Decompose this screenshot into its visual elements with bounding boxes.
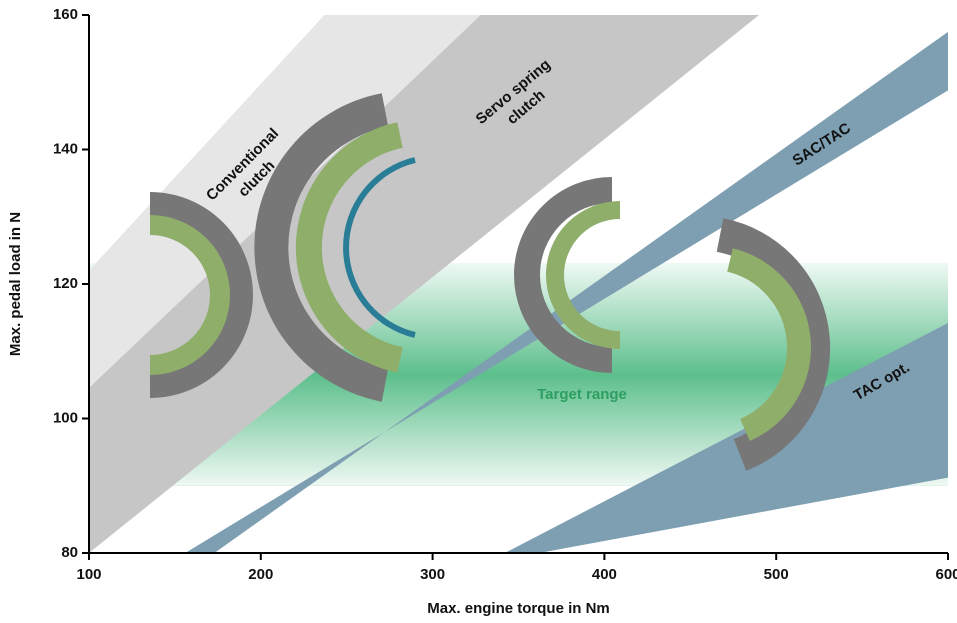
y-axis-title: Max. pedal load in N bbox=[7, 212, 24, 356]
clutch-illustration bbox=[254, 93, 416, 402]
clutch-illustration bbox=[149, 192, 253, 398]
y-tick-label: 140 bbox=[53, 140, 78, 157]
x-axis-title: Max. engine torque in Nm bbox=[427, 600, 610, 617]
x-tick-label: 100 bbox=[76, 566, 101, 583]
band bbox=[89, 15, 760, 553]
clutch-illustration bbox=[716, 218, 831, 471]
band bbox=[504, 323, 948, 553]
y-tick-label: 160 bbox=[53, 6, 78, 23]
x-tick-label: 400 bbox=[592, 566, 617, 583]
y-tick-label: 120 bbox=[53, 275, 78, 292]
axes: 100 200 300 400 500 600 80 100 120 140 160 Max. eng… bbox=[7, 6, 957, 617]
clutch-illustrations bbox=[149, 93, 831, 471]
x-tick-label: 300 bbox=[420, 566, 445, 583]
x-tick-label: 500 bbox=[764, 566, 789, 583]
x-tick-label: 600 bbox=[935, 566, 957, 583]
band-label: Target range bbox=[537, 386, 627, 403]
y-tick-label: 80 bbox=[61, 544, 78, 561]
y-tick-label: 100 bbox=[53, 409, 78, 426]
clutch-illustration bbox=[514, 177, 621, 373]
x-tick-label: 200 bbox=[248, 566, 273, 583]
